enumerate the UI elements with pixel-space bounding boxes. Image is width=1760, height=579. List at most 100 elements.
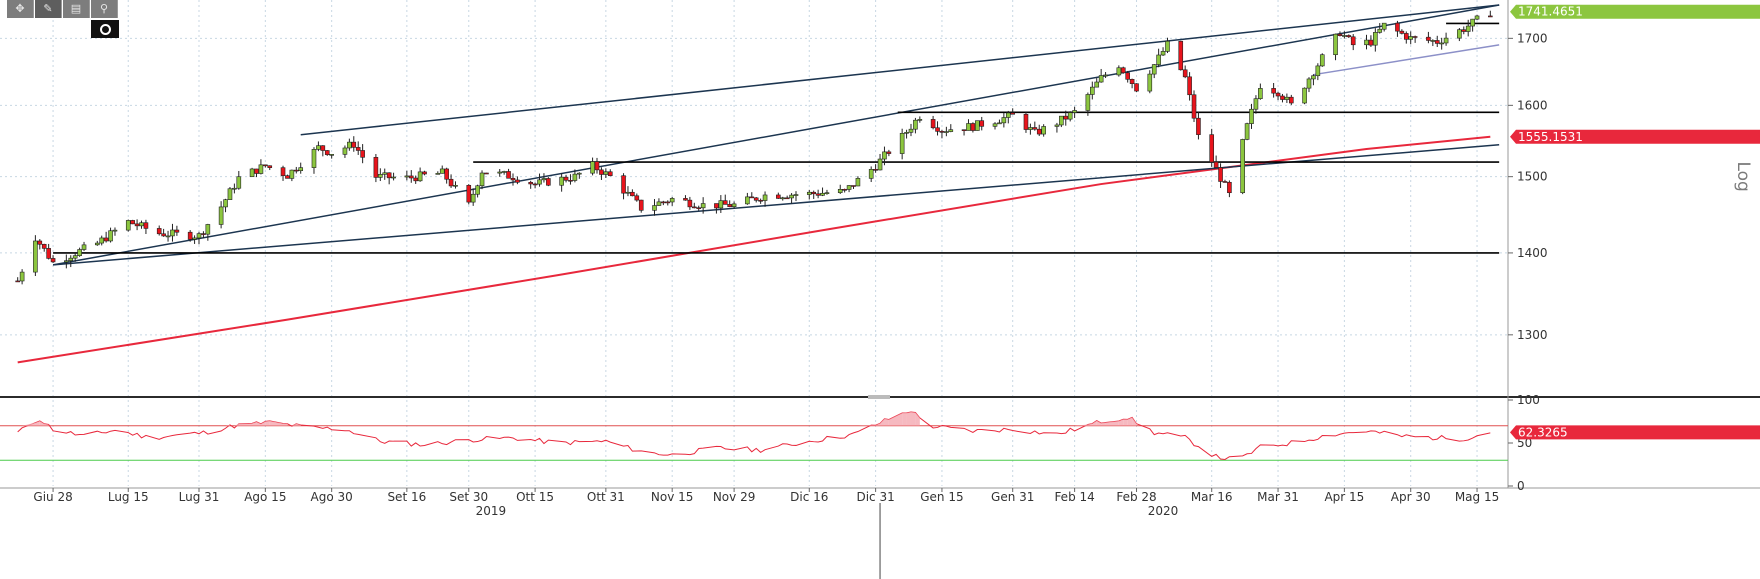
candle-body xyxy=(1196,117,1201,135)
rsi-overbought-fill xyxy=(35,420,40,426)
rsi-overbought-fill xyxy=(234,423,239,426)
candle-body xyxy=(1120,67,1126,74)
candle-body xyxy=(413,177,418,182)
rsi-overbought-fill xyxy=(902,412,907,426)
candle-body xyxy=(324,150,330,155)
draw-line-tool-button[interactable]: ✎ xyxy=(35,0,62,18)
time-tick-label: Nov 15 xyxy=(651,490,694,504)
candle-body xyxy=(913,119,918,130)
candle-body xyxy=(1408,36,1414,40)
candle-body xyxy=(1182,69,1188,78)
candle-body xyxy=(1213,161,1219,168)
rsi-overbought-fill xyxy=(1087,423,1093,426)
candle-body xyxy=(1311,75,1316,80)
notes-tool-button[interactable]: ▤ xyxy=(63,0,90,18)
candle-body xyxy=(541,178,547,181)
candle-body xyxy=(1023,113,1029,130)
candle-body xyxy=(793,194,799,196)
candle-body xyxy=(1116,67,1122,76)
candle-body xyxy=(1443,37,1449,44)
candle-body xyxy=(837,189,843,193)
candle-body xyxy=(1337,33,1343,36)
candle-body xyxy=(1032,127,1038,130)
candle-body xyxy=(99,237,105,244)
rsi-overbought-fill xyxy=(875,423,881,426)
candle-body xyxy=(1191,94,1197,119)
time-tick-label: Set 30 xyxy=(449,490,488,504)
rsi-overbought-fill xyxy=(1101,422,1106,426)
candle-body xyxy=(360,150,365,158)
candle-body xyxy=(1160,51,1166,56)
candle-body xyxy=(948,129,954,132)
candle-body xyxy=(665,201,671,204)
candle-body xyxy=(223,199,228,208)
moving-average-line xyxy=(17,135,1491,364)
rsi-overbought-fill xyxy=(915,412,920,426)
rsi-overbought-fill xyxy=(238,423,253,426)
pencil-icon: ✎ xyxy=(43,2,53,15)
candle-body xyxy=(342,147,348,155)
candle-body xyxy=(267,165,273,168)
candle-body xyxy=(1488,15,1493,18)
year-label: 2020 xyxy=(1148,504,1179,518)
candle-body xyxy=(515,179,520,183)
rsi-overbought-fill xyxy=(1096,420,1102,426)
candle-body xyxy=(656,201,662,206)
candle-body xyxy=(1333,33,1338,56)
candle-body xyxy=(1258,88,1263,100)
chart-settings-button[interactable] xyxy=(91,20,119,38)
candle-body xyxy=(1364,39,1369,46)
candle-body xyxy=(780,197,786,200)
zoom-tool-button[interactable]: ⚲ xyxy=(91,0,118,18)
candle-body xyxy=(170,229,175,237)
candle-body xyxy=(1457,29,1462,39)
candle-body xyxy=(435,173,441,175)
candle-body xyxy=(174,229,180,233)
candle-body xyxy=(1036,128,1042,135)
time-tick-label: Apr 30 xyxy=(1391,490,1431,504)
candle-body xyxy=(373,157,379,178)
candle-body xyxy=(484,172,489,175)
candle-body xyxy=(824,192,830,194)
candle-body xyxy=(696,207,702,209)
candle-body xyxy=(1381,22,1387,30)
candle-body xyxy=(532,183,538,186)
candle-body xyxy=(165,235,171,238)
candle-body xyxy=(528,182,533,185)
time-tick-label: Feb 14 xyxy=(1054,490,1094,504)
candle-body xyxy=(347,141,352,149)
candle-body xyxy=(855,178,861,187)
rsi-tick-label: 50 xyxy=(1517,436,1532,450)
candle-body xyxy=(201,233,206,235)
candle-body xyxy=(1346,35,1352,38)
candle-body xyxy=(1072,110,1077,113)
candle-body xyxy=(1284,96,1290,100)
crosshair-tool-button[interactable]: ✥ xyxy=(7,0,34,18)
candle-body xyxy=(594,161,600,171)
rsi-overbought-fill xyxy=(269,420,284,426)
rsi-last-tag xyxy=(1510,425,1760,440)
candle-body xyxy=(1227,181,1232,194)
trendline xyxy=(300,4,1500,136)
rsi-overbought-fill xyxy=(888,412,903,426)
candle-body xyxy=(37,240,43,245)
rsi-overbought-fill xyxy=(857,425,872,426)
candle-body xyxy=(731,203,737,208)
candle-body xyxy=(94,242,100,246)
candle-body xyxy=(311,149,317,168)
candle-body xyxy=(81,244,87,250)
candle-body xyxy=(329,154,334,156)
candle-body xyxy=(404,175,410,178)
candle-body xyxy=(1465,25,1471,32)
candle-body xyxy=(979,120,985,127)
candle-body xyxy=(806,191,812,195)
candle-body xyxy=(1302,87,1307,104)
candle-body xyxy=(285,175,290,179)
candle-body xyxy=(444,168,449,180)
candle-body xyxy=(784,197,790,200)
candle-body xyxy=(187,231,193,240)
candle-body xyxy=(758,199,763,202)
candle-body xyxy=(1156,54,1161,65)
